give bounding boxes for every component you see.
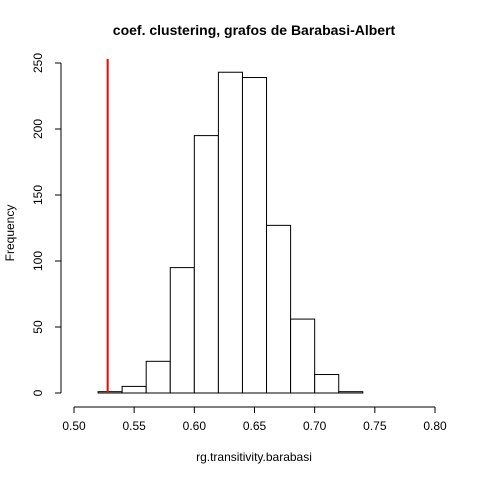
histogram-bar [266, 224, 292, 394]
y-tick-label: 250 [31, 53, 45, 73]
histogram-bar [338, 391, 364, 394]
x-tick-label: 0.60 [183, 419, 207, 433]
histogram-bar [241, 77, 268, 394]
y-tick-label: 150 [31, 185, 45, 205]
y-axis-label: Frequency [3, 205, 17, 262]
y-tick-label: 0 [31, 389, 45, 396]
histogram-bar [290, 318, 316, 394]
bars-group [97, 71, 364, 394]
histogram-bar [169, 267, 195, 394]
chart-title: coef. clustering, grafos de Barabasi-Alb… [113, 22, 396, 38]
x-tick-label: 0.65 [243, 419, 267, 433]
histogram-bar [314, 374, 340, 394]
y-tick-label: 50 [31, 320, 45, 334]
histogram-bar [97, 391, 123, 394]
y-axis: 0 50 100 150 200 250 [31, 53, 62, 396]
x-tick-label: 0.50 [62, 419, 86, 433]
y-tick-label: 100 [31, 251, 45, 271]
histogram-bar [217, 71, 243, 394]
y-tick-label: 200 [31, 119, 45, 139]
x-tick-label: 0.70 [303, 419, 327, 433]
x-tick-label: 0.80 [423, 419, 447, 433]
x-axis-label: rg.transitivity.barabasi [196, 450, 312, 464]
x-tick-label: 0.55 [122, 419, 146, 433]
histogram-bar [121, 385, 147, 394]
x-tick-label: 0.75 [363, 419, 387, 433]
x-axis: 0.50 0.55 0.60 0.65 0.70 0.75 0.80 [62, 406, 447, 433]
histogram-bar [145, 360, 171, 394]
histogram-bar [193, 135, 219, 394]
